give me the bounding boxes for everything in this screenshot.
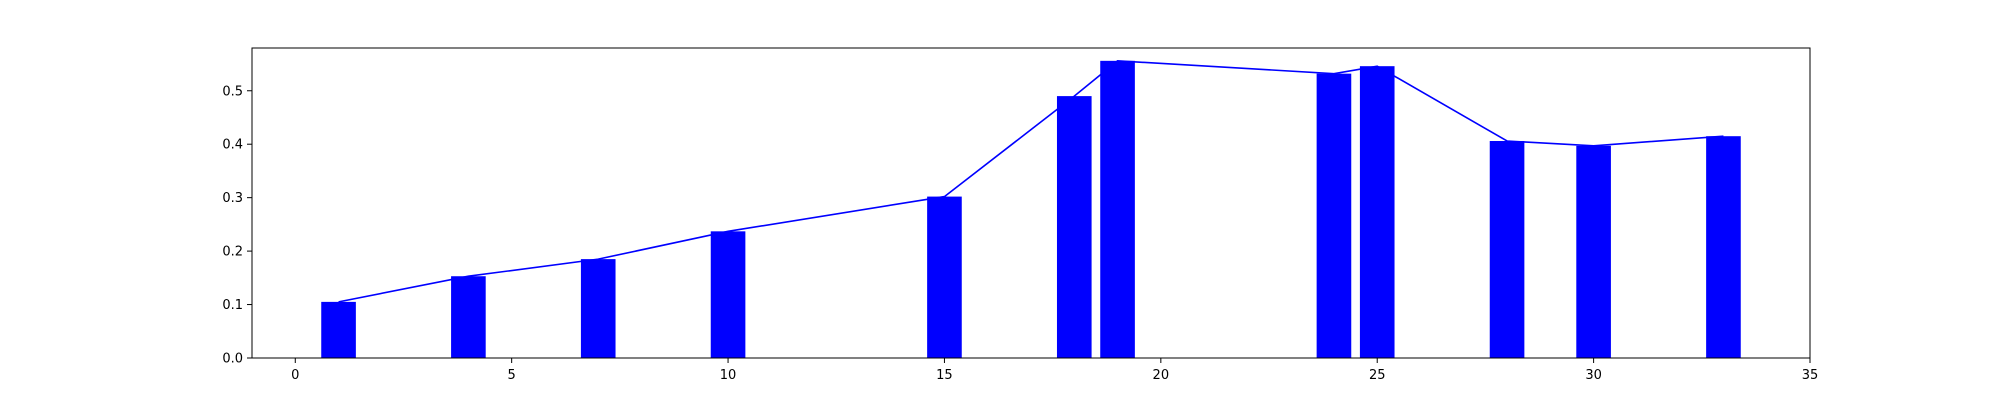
bar bbox=[1359, 66, 1395, 358]
x-tick-label: 5 bbox=[508, 368, 516, 383]
y-tick-label: 0.3 bbox=[222, 191, 243, 206]
x-axis: 0 5 10 15 20 25 30 35 bbox=[291, 358, 1818, 383]
bar bbox=[1316, 73, 1352, 358]
bar bbox=[927, 196, 962, 358]
bars-group bbox=[321, 60, 1741, 359]
bar bbox=[321, 301, 356, 358]
x-tick-label: 25 bbox=[1369, 368, 1386, 383]
y-tick-label: 0.4 bbox=[222, 138, 243, 153]
x-tick-label: 0 bbox=[291, 368, 299, 383]
bar bbox=[1706, 136, 1741, 358]
y-tick-label: 0.2 bbox=[222, 245, 243, 260]
x-tick-label: 30 bbox=[1585, 368, 1602, 383]
bar bbox=[1100, 60, 1135, 359]
x-tick-label: 15 bbox=[936, 368, 953, 383]
y-tick-label: 0.0 bbox=[222, 352, 243, 367]
trend-line-group bbox=[338, 60, 1724, 303]
y-tick-label: 0.1 bbox=[222, 298, 243, 313]
bar bbox=[451, 276, 486, 358]
y-tick-label: 0.5 bbox=[222, 84, 243, 99]
bar bbox=[710, 231, 746, 358]
x-tick-label: 10 bbox=[720, 368, 737, 383]
bar bbox=[1489, 141, 1525, 358]
plot-frame bbox=[251, 47, 1811, 359]
x-tick-label: 20 bbox=[1153, 368, 1170, 383]
series-line bbox=[338, 60, 1724, 303]
bar bbox=[580, 259, 616, 358]
bar bbox=[1056, 96, 1092, 358]
x-tick-label: 35 bbox=[1802, 368, 1819, 383]
y-axis: 0.0 0.1 0.2 0.3 0.4 0.5 bbox=[222, 84, 252, 367]
bar bbox=[1576, 145, 1611, 358]
